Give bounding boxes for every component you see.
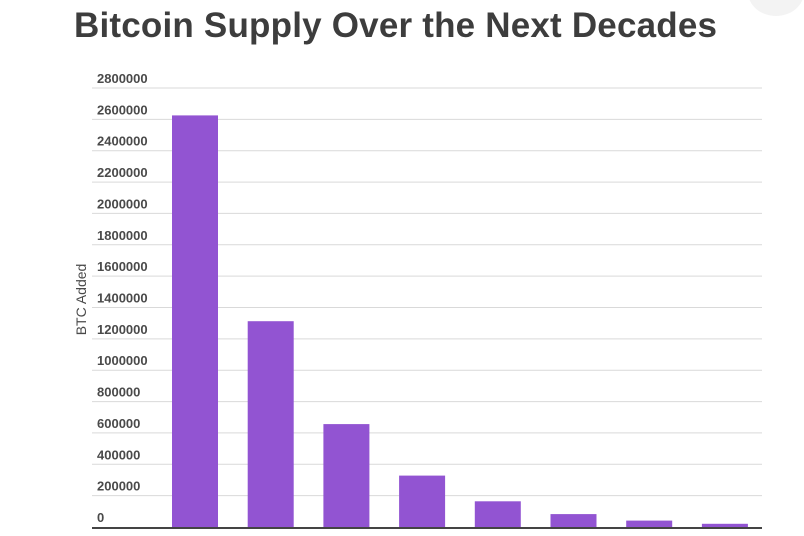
bar bbox=[550, 514, 597, 527]
y-tick-label: 800000 bbox=[97, 385, 140, 400]
bar bbox=[474, 501, 521, 527]
y-tick-label: 2200000 bbox=[97, 165, 148, 180]
bar bbox=[399, 475, 446, 527]
bar bbox=[626, 520, 673, 527]
chart-title: Bitcoin Supply Over the Next Decades bbox=[74, 6, 718, 45]
y-tick-label: 1400000 bbox=[97, 291, 148, 306]
y-tick-label: 200000 bbox=[97, 479, 140, 494]
y-axis-title: BTC Added bbox=[73, 264, 89, 336]
y-tick-label: 2400000 bbox=[97, 134, 148, 149]
y-tick-label: 1600000 bbox=[97, 259, 148, 274]
y-tick-label: 2800000 bbox=[97, 71, 148, 86]
bar bbox=[323, 424, 370, 527]
bar bbox=[701, 523, 748, 527]
y-tick-label: 2600000 bbox=[97, 102, 148, 117]
y-tick-label: 600000 bbox=[97, 416, 140, 431]
y-tick-label: 1200000 bbox=[97, 322, 148, 337]
y-tick-label: 400000 bbox=[97, 447, 140, 462]
y-tick-label: 0 bbox=[97, 510, 104, 525]
bar bbox=[247, 321, 294, 527]
y-tick-label: 1800000 bbox=[97, 228, 148, 243]
y-axis-tick-labels: 0 200000 400000 600000 800000 1000000 1200000 1… bbox=[97, 71, 148, 525]
bars bbox=[172, 115, 748, 528]
bar bbox=[172, 115, 218, 528]
y-tick-label: 2000000 bbox=[97, 196, 148, 211]
y-tick-label: 1000000 bbox=[97, 353, 148, 368]
corner-decoration bbox=[748, 0, 804, 16]
